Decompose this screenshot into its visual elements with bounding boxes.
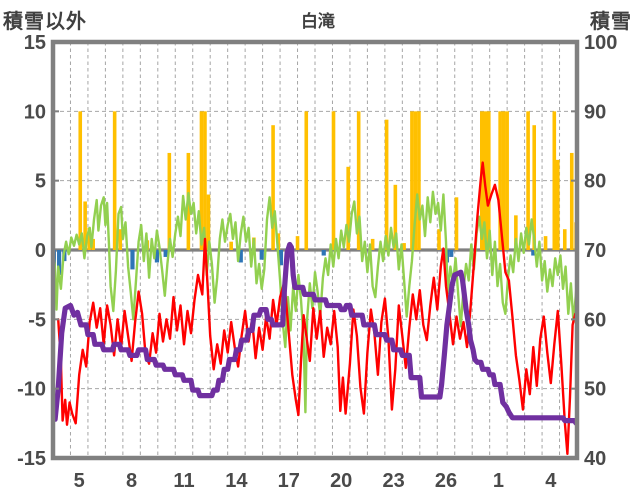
orange-bars-bar: [526, 111, 530, 250]
orange-bars-bar: [417, 111, 421, 250]
blue-bars-bar: [259, 250, 264, 260]
orange-bars-bar: [532, 125, 537, 250]
blue-bars-bar: [163, 250, 168, 257]
orange-bars-bar: [370, 238, 375, 250]
orange-bars-bar: [498, 111, 502, 250]
x-axis-tick-label: 5: [74, 470, 85, 492]
blue-bars-bar: [238, 250, 243, 263]
blue-bars-bar: [278, 250, 284, 266]
right-axis-tick-label: 70: [584, 240, 606, 262]
red-line-path: [57, 161, 577, 455]
x-axis-tick-label: 11: [173, 470, 194, 492]
orange-bars-bar: [505, 111, 509, 250]
orange-bars-bar: [91, 238, 95, 250]
left-axis-tick-label: 15: [24, 32, 46, 54]
orange-bars-bar: [555, 159, 560, 250]
orange-bars-bar: [203, 111, 207, 250]
series-layer: [53, 111, 577, 455]
orange-bars-bar: [167, 152, 172, 250]
x-axis-tick-label: 8: [126, 470, 137, 492]
right-axis-tick-label: 40: [584, 448, 606, 470]
x-axis-tick-label: 20: [330, 470, 352, 492]
x-axis-tick-label: 23: [382, 470, 404, 492]
right-axis-tick-label: 100: [584, 32, 617, 54]
left-axis-tick-label: -10: [17, 379, 46, 401]
orange-bars-bar: [562, 229, 567, 250]
series-purple-line: [53, 241, 577, 426]
right-axis-tick-label: 60: [584, 309, 606, 331]
series-red-line: [57, 161, 577, 455]
left-axis-tick-label: 5: [35, 171, 46, 193]
right-axis-tick-label: 50: [584, 379, 606, 401]
x-axis-tick-label: 17: [278, 470, 300, 492]
orange-bars-bar: [271, 125, 275, 250]
blue-bars-bar: [321, 250, 326, 256]
blue-bars-bar: [449, 250, 454, 257]
orange-bars-bar: [454, 197, 459, 250]
blue-bars-bar: [57, 250, 62, 275]
orange-bars-bar: [501, 111, 506, 250]
orange-bars-bar: [304, 111, 309, 250]
orange-bars-bar: [393, 184, 398, 250]
orange-bars-bar: [83, 201, 87, 250]
orange-bars-bar: [569, 152, 574, 250]
right-axis-tick-label: 80: [584, 171, 606, 193]
chart-title: 白滝: [301, 12, 335, 31]
orange-bars-bar: [543, 236, 548, 250]
orange-bars-bar: [87, 227, 91, 250]
orange-bars-bar: [552, 111, 557, 250]
orange-bars-bar: [199, 111, 204, 250]
plot-border: [50, 39, 580, 461]
blue-bars-bar: [531, 250, 536, 256]
orange-bars-bar: [356, 111, 361, 250]
left-axis-tick-label: -5: [28, 309, 46, 331]
orange-bars-bar: [118, 229, 123, 250]
x-axis-tick-label: 26: [435, 470, 457, 492]
orange-bars-bar: [413, 111, 418, 250]
x-axis-tick-label: 14: [225, 470, 248, 492]
blue-bars-bar: [130, 250, 135, 270]
orange-bars-bar: [78, 111, 83, 250]
orange-bars-bar: [384, 119, 389, 250]
orange-bars-bar: [514, 215, 518, 250]
orange-bars-bar: [295, 236, 300, 250]
orange-bars-bar: [206, 194, 211, 250]
orange-bars-bar: [331, 111, 336, 250]
right-axis-tick-label: 90: [584, 101, 606, 123]
left-axis-title: 積雪以外: [3, 11, 87, 33]
left-axis-tick-label: -15: [17, 448, 46, 470]
purple-line-path: [53, 241, 577, 426]
orange-bars-bar: [229, 241, 233, 250]
left-axis-tick-label: 10: [24, 101, 46, 123]
x-axis-tick-label: 1: [493, 470, 504, 492]
orange-bars-bar: [410, 111, 414, 250]
orange-bars-bar: [112, 111, 117, 250]
orange-bars-bar: [437, 229, 441, 250]
blue-bars-bar: [154, 250, 160, 263]
left-axis-tick-label: 0: [35, 240, 46, 262]
right-axis-title: 積雪: [590, 11, 632, 33]
orange-bars-bar: [402, 243, 406, 250]
x-axis-tick-label: 4: [545, 470, 557, 492]
orange-bars-bar: [486, 111, 491, 250]
orange-bars-bar: [346, 166, 350, 250]
